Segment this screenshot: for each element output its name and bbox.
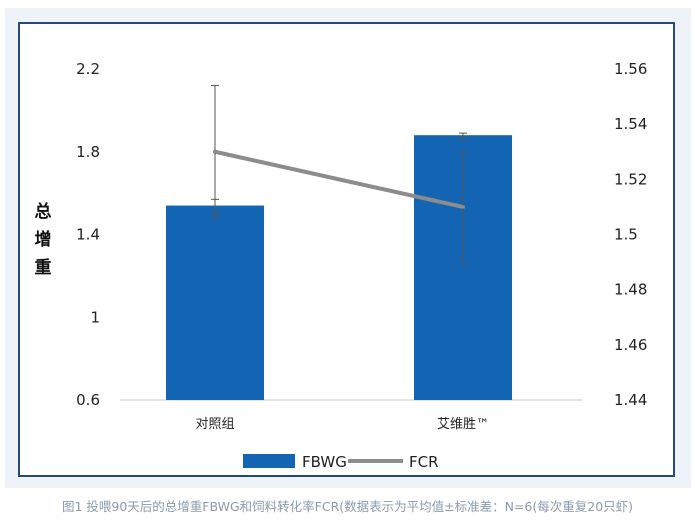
chart-panel: 2.2 1.8 1.4 1 0.6 1.56 1.54 1.52 1.5 1.48 1.46 1.44… [18,22,675,477]
y-axis-label-char: 增 [35,229,52,250]
fcr-point [461,205,465,209]
right-axis-tick-label: 1.56 [614,60,647,78]
fcr-line [213,149,465,209]
bar-fbwg [166,205,264,400]
right-axis-tick-label: 1.52 [614,170,647,188]
left-axis-tick-label: 1.8 [76,143,100,161]
y-axis-label-char: 总 [35,201,52,222]
right-axis-tick-label: 1.46 [614,336,647,354]
chart-frame: 2.2 1.8 1.4 1 0.6 1.56 1.54 1.52 1.5 1.48 1.46 1.44… [5,8,691,488]
right-axis-tick-label: 1.5 [614,226,638,244]
left-axis-tick-label: 0.6 [76,391,100,409]
y-axis-label-char: 重 [35,257,52,278]
left-axis-tick-label: 1.4 [76,226,100,244]
right-axis-tick-label: 1.54 [614,115,647,133]
legend-swatch-fbwg [243,454,295,468]
left-axis-tick-label: 2.2 [76,60,100,78]
x-axis-category-label: 对照组 [195,417,234,432]
chart-svg: 2.2 1.8 1.4 1 0.6 1.56 1.54 1.52 1.5 1.48 1.46 1.44… [35,60,648,471]
legend-label-fbwg: FBWG [302,453,347,471]
x-axis-category-label: 艾维胜™ [437,417,489,432]
right-axis-tick-label: 1.48 [614,281,647,299]
legend-label-fcr: FCR [409,453,439,471]
figure-caption: 图1 投喂90天后的总增重FBWG和饲料转化率FCR(数据表示为平均值±标准差：… [61,499,634,514]
fcr-point [213,150,217,154]
left-axis-tick-label: 1 [90,308,100,326]
right-axis-tick-label: 1.44 [614,391,647,409]
